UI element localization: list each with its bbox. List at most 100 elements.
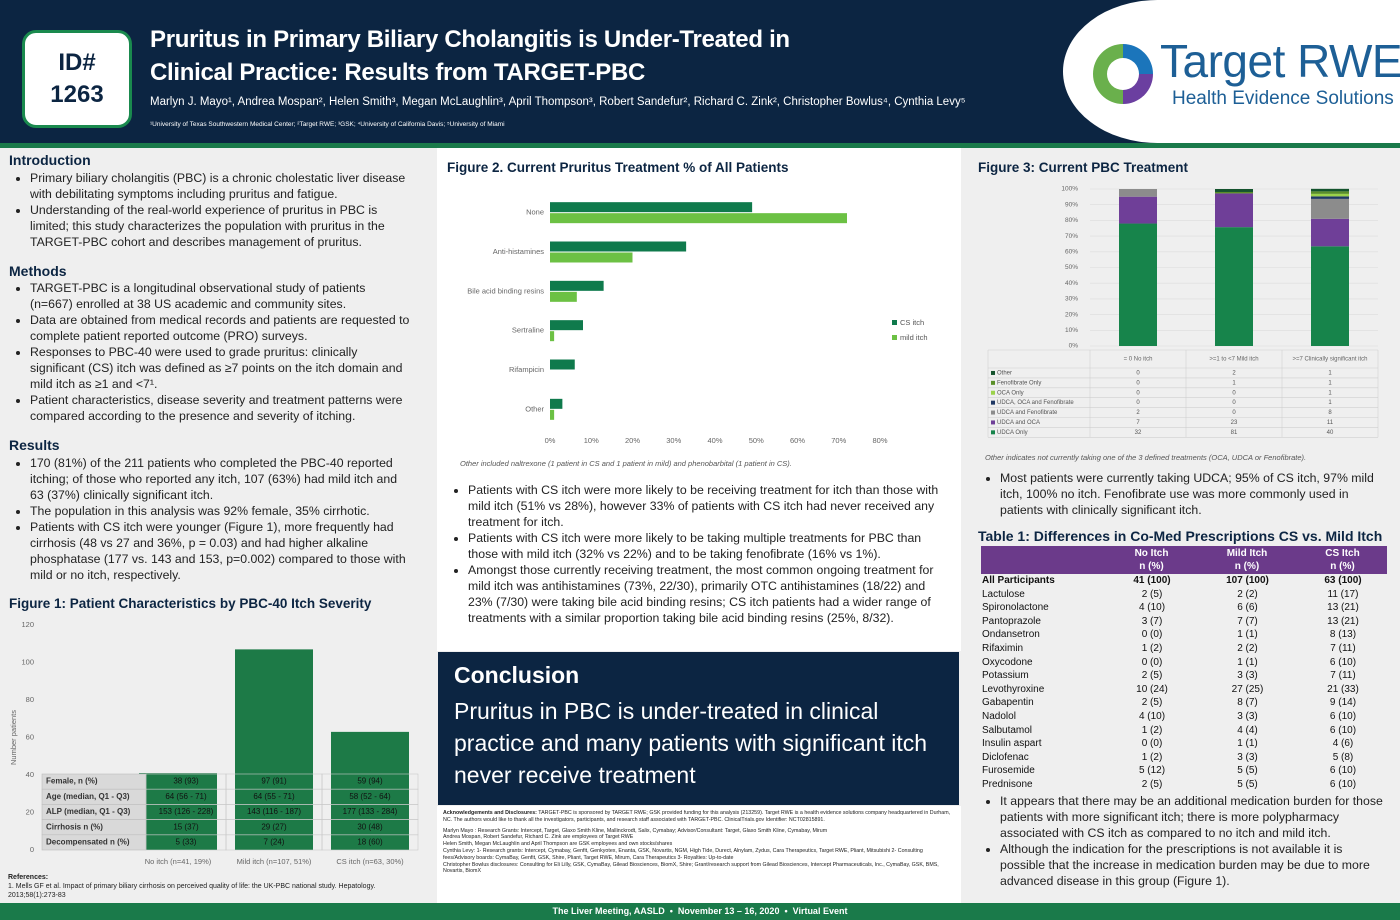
table-cell: 3 (3) (1237, 710, 1258, 722)
table-cell: 5 (8) (1332, 751, 1354, 763)
y-tick-label: 60% (1065, 249, 1078, 256)
table-cell: 3 (7) (1141, 615, 1163, 627)
table-count: 0 (1232, 390, 1236, 396)
table-cell: 2 (5) (1141, 670, 1163, 682)
x-tick-label: CS itch (n=63, 30%) (336, 857, 404, 866)
row-label: Nadolol (982, 710, 1016, 722)
table-cell: 4 (10) (1138, 602, 1166, 614)
table-row-label: Decompensated n (%) (46, 838, 130, 847)
table-cell: 13 (21) (1327, 602, 1359, 614)
legend-label: UDCA Only (997, 430, 1028, 436)
table-cell: 6 (6) (1237, 602, 1258, 614)
bar-segment (1311, 246, 1349, 346)
logo-icon (1093, 44, 1153, 104)
logo-backdrop (1063, 0, 1400, 143)
bullet: TARGET-PBC is a longitudinal observation… (30, 280, 410, 312)
bar-segment (1215, 193, 1253, 228)
table-cell-text: 143 (116 - 187) (247, 807, 301, 816)
table-count: 2 (1232, 371, 1236, 377)
y-tick-label: 100% (1061, 186, 1078, 193)
table-cell: 2 (5) (1141, 697, 1163, 709)
table-count: 1 (1328, 400, 1332, 406)
bullet: Patients with CS itch were more likely t… (468, 482, 950, 530)
y-tick-label: 10% (1065, 327, 1078, 334)
row-label: Oxycodone (982, 656, 1033, 668)
id-number: 1263 (50, 81, 104, 108)
table-cell: 3 (3) (1237, 751, 1258, 763)
table-cell: 0 (0) (1141, 629, 1163, 641)
table-count: 1 (1328, 371, 1332, 377)
table-row: Oxycodone 0 (0) 1 (1) 6 (10) (981, 656, 1387, 670)
table-cell: 8 (13) (1329, 629, 1357, 641)
figure-note: Other indicates not currently taking one… (985, 453, 1307, 462)
table-cell: 1 (2) (1141, 642, 1163, 654)
header-cell: CS Itch n (%) (1297, 546, 1387, 574)
table-count: 2 (1136, 410, 1140, 416)
table-cell-text: 29 (27) (261, 822, 287, 831)
table-cell: 6 (10) (1329, 656, 1357, 668)
bullet: It appears that there may be an addition… (1000, 793, 1388, 841)
bar (550, 359, 575, 370)
legend-label: UDCA, OCA and Fenofibrate (997, 400, 1074, 406)
table-count: 7 (1136, 420, 1140, 426)
x-tick-label: 0% (545, 436, 556, 445)
table-count: 0 (1136, 400, 1140, 406)
figure-1-chart: 0 20 40 60 80 100 120 Number patients No itch (n… (9, 620, 419, 866)
ack-label: Acknowledgements and Disclosures: (443, 810, 537, 816)
table-cell: 63 (100) (1324, 575, 1362, 586)
table-cell: 1 (2) (1141, 724, 1163, 736)
section-heading: Methods (9, 263, 67, 279)
header-stripe (0, 143, 1400, 148)
disclosures: Marlyn Mayo : Research Grants: Intercept… (443, 828, 955, 876)
table-cell: 9 (14) (1329, 697, 1357, 709)
title-line: Pruritus in Primary Biliary Cholangitis … (150, 26, 790, 53)
legend-swatch (892, 320, 897, 325)
disclosure-line: Christopher Bowlus disclosures: Consulti… (443, 861, 939, 875)
table-count: 40 (1327, 430, 1334, 436)
legend-swatch (991, 430, 995, 435)
figure-title: Figure 3: Current PBC Treatment (978, 160, 1189, 175)
poster-title: Pruritus in Primary Biliary Cholangitis … (150, 23, 790, 89)
table-cell: 0 (0) (1141, 738, 1163, 750)
legend-swatch (892, 335, 897, 340)
header-cell: No Itch n (%) (1107, 546, 1197, 574)
x-tick-label: 10% (584, 436, 599, 445)
table-count: 1 (1328, 380, 1332, 386)
bar-segment (1311, 193, 1349, 197)
table-cell: 2 (2) (1237, 588, 1258, 600)
table-cell-text: 18 (60) (357, 838, 383, 847)
table-count: 0 (1136, 371, 1140, 377)
conclusion-text: Pruritus in PBC is under-treated in clin… (454, 698, 928, 788)
table-cell: 2 (5) (1141, 588, 1163, 600)
y-tick-label: Sertraline (512, 326, 544, 335)
bar-segment (1311, 198, 1349, 219)
middle-panel (437, 148, 961, 651)
legend-label: mild itch (900, 333, 928, 342)
disclosure-line: Andrea Mospan, Robert Sandefur, Richard … (443, 834, 634, 841)
y-tick-label: None (526, 208, 544, 217)
table-cell (321, 834, 419, 851)
y-tick-label: 40% (1065, 280, 1078, 287)
y-tick-label: 120 (21, 620, 34, 629)
bar-segment (1119, 189, 1157, 197)
logo-swirl (1123, 44, 1153, 74)
table-count: 32 (1135, 430, 1142, 436)
row-label: All Participants (982, 575, 1055, 586)
y-tick-label: Anti-histamines (493, 247, 545, 256)
table-cell-text: 97 (91) (261, 777, 287, 786)
table-cell: 13 (21) (1327, 615, 1359, 627)
table-cell: 5 (5) (1237, 778, 1258, 790)
row-label: Prednisone (982, 778, 1033, 790)
bullet-list: Primary biliary cholangitis (PBC) is a c… (10, 170, 410, 250)
y-tick-label: Bile acid binding resins (467, 286, 544, 295)
comed-table: No Itch n (%) Mild Itch n (%) CS Itch n (%) Al… (981, 546, 1387, 792)
bar (550, 331, 555, 342)
table-cell: 4 (4) (1237, 724, 1258, 736)
table-cell-text: 15 (37) (173, 822, 199, 831)
table-count: 0 (1136, 390, 1140, 396)
bar-segment (1119, 196, 1157, 224)
table-cell-text: 64 (56 - 71) (165, 792, 207, 801)
row-label: Spironolactone (982, 602, 1049, 614)
section-heading: Introduction (9, 152, 91, 168)
bar-segment (1215, 191, 1253, 194)
